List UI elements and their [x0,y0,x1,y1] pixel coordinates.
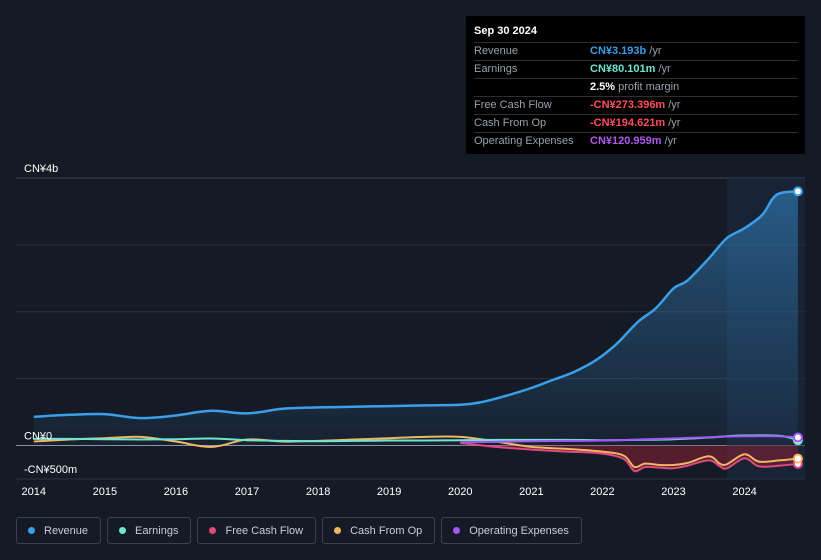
tooltip-row-unit: /yr [668,99,681,111]
legend-item-cash-from-op[interactable]: Cash From Op [322,517,436,544]
x-axis-ticks: 2014 2015 2016 2017 2018 2019 2020 2021 2022 2023… [22,486,757,498]
x-axis-tick-label: 2014 [22,486,46,498]
tooltip-row-value: CN¥120.959m [590,135,662,147]
x-axis-tick-label: 2023 [661,486,685,498]
tooltip-row-unit: /yr [664,135,677,147]
free-cash-flow-line [460,441,798,473]
tooltip-row: Free Cash Flow -CN¥273.396m/yr [474,97,798,115]
x-axis-tick-label: 2020 [448,486,472,498]
legend-dot-icon [28,527,35,534]
cash-from-op-line [33,435,798,469]
series-lines [33,186,803,473]
cash-from-op-end-point [792,453,803,464]
tooltip-row-label: Revenue [474,45,519,57]
revenue-end-point [792,186,803,197]
data-tooltip: Sep 30 2024 Revenue CN¥3.193b/yr Earnings C… [466,16,805,154]
legend-label: Free Cash Flow [225,524,304,537]
legend-item-operating-expenses[interactable]: Operating Expenses [441,517,582,544]
x-axis-tick-label: 2018 [306,486,330,498]
legend-item-earnings[interactable]: Earnings [107,517,192,544]
y-axis-label: CN¥4b [24,163,58,175]
tooltip-row-label: Operating Expenses [474,135,574,147]
x-axis-tick-label: 2015 [93,486,117,498]
x-axis-tick-label: 2017 [235,486,259,498]
legend-label: Revenue [44,524,89,537]
tooltip-row: 2.5% profit margin [474,79,798,97]
tooltip-row-value: -CN¥273.396m [590,99,666,111]
x-axis-tick-label: 2021 [519,486,543,498]
y-axis-label: -CN¥500m [24,464,77,476]
legend-dot-icon [453,527,461,534]
operating-expenses-end-point [792,432,803,443]
tooltip-row-unit: /yr [658,63,671,75]
y-axis-label: CN¥0 [24,431,52,443]
x-axis-tick-label: 2016 [164,486,188,498]
tooltip-row-label: Cash From Op [474,117,547,129]
tooltip-row-label: Free Cash Flow [474,99,552,111]
legend-dot-icon [119,527,127,534]
tooltip-row-label [474,79,590,96]
y-axis-labels: CN¥4b CN¥0 -CN¥500m [24,163,77,476]
revenue-line [33,190,799,420]
legend-label: Operating Expenses [469,524,569,537]
revenue-area [33,191,798,446]
tooltip-row-value: -CN¥194.621m [590,117,666,129]
legend-item-revenue[interactable]: Revenue [16,517,102,544]
tooltip-row-value: CN¥80.101m [590,63,656,75]
operating-expenses-line [460,435,798,444]
tooltip-row: Cash From Op -CN¥194.621m/yr [474,115,798,133]
tooltip-row-value: CN¥3.193b [590,45,647,57]
x-axis-tick-label: 2019 [377,486,401,498]
tooltip-row: Revenue CN¥3.193b/yr [474,43,798,61]
tooltip-date: Sep 30 2024 [474,24,798,43]
tooltip-row: Earnings CN¥80.101m/yr [474,61,798,79]
legend-label: Earnings [135,524,179,537]
legend-label: Cash From Op [350,524,423,537]
legend-item-free-cash-flow[interactable]: Free Cash Flow [197,517,317,544]
tooltip-row-value: 2.5% [590,81,616,93]
tooltip-row-unit: profit margin [618,81,680,93]
x-axis-tick-label: 2022 [590,486,614,498]
chart-legend: Revenue Earnings Free Cash Flow Cash From O… [16,517,582,544]
tooltip-row-unit: /yr [649,45,662,57]
tooltip-row-label: Earnings [474,63,518,75]
x-axis-tick-label: 2024 [732,486,756,498]
legend-dot-icon [209,527,217,534]
legend-dot-icon [334,527,342,534]
tooltip-row: Operating Expenses CN¥120.959m/yr [474,133,798,150]
tooltip-row-unit: /yr [668,117,681,129]
